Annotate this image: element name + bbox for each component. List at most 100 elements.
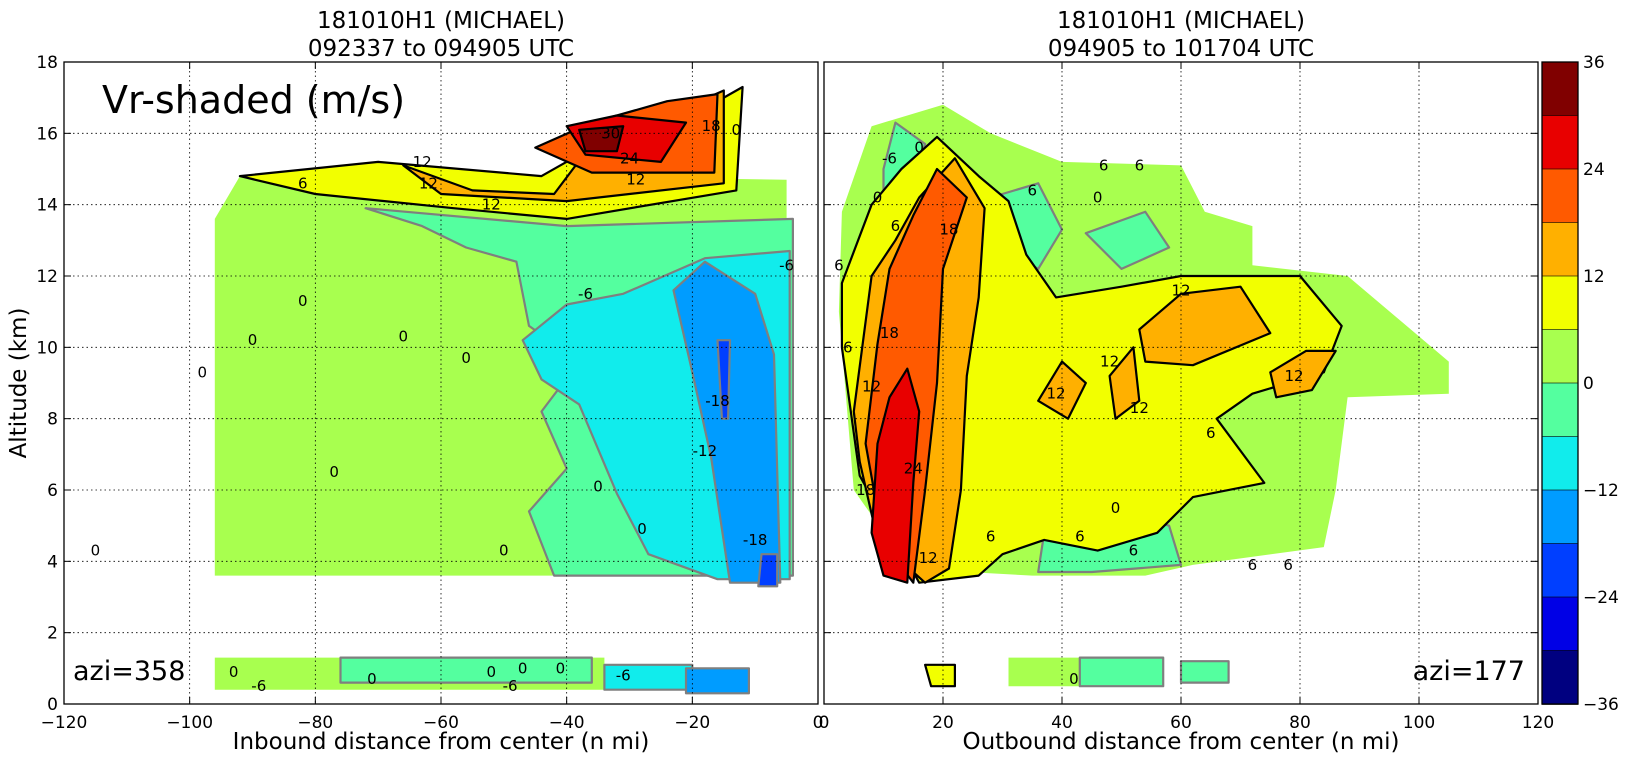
outbound-azimuth-label: azi=177 xyxy=(1413,656,1525,687)
colorbar-segment xyxy=(1541,115,1579,170)
inbound-velocity-field xyxy=(214,85,795,695)
inbound-contour-label: 0 xyxy=(461,349,471,367)
colorbar-segment xyxy=(1541,543,1579,598)
outbound-contour-label: 0 xyxy=(1093,189,1103,207)
inbound-contour-label: -12 xyxy=(693,442,718,460)
inbound-contour-label: 0 xyxy=(367,670,377,688)
colorbar-segment xyxy=(1541,436,1579,491)
inbound-contour-label: -18 xyxy=(743,531,768,549)
colorbar-tick-label: 24 xyxy=(1583,160,1605,180)
inbound-contour-label: -6 xyxy=(251,677,266,695)
inbound-contour-label: 0 xyxy=(518,659,528,677)
outbound-contour-label: 6 xyxy=(843,338,853,356)
inbound-contour-label: 12 xyxy=(626,171,645,189)
inbound-x-tick-label: 0 xyxy=(813,713,824,733)
colorbar-tick-label: 0 xyxy=(1583,374,1594,394)
inbound-contour-label: -6 xyxy=(616,666,631,684)
inbound-region--24 xyxy=(757,553,779,588)
inbound-contour-label: 18 xyxy=(702,117,721,135)
inbound-x-axis-label: Inbound distance from center (n mi) xyxy=(233,729,650,755)
outbound-region-12 xyxy=(1138,285,1272,367)
outbound-grid xyxy=(824,62,1538,704)
outbound-contour-label: 24 xyxy=(904,460,923,478)
outbound-contour-label: 6 xyxy=(1129,542,1139,560)
outbound-contour-label: 6 xyxy=(1027,181,1037,199)
outbound-contour-label: 12 xyxy=(862,378,881,396)
colorbar-segment xyxy=(1541,650,1579,705)
outbound-region--6 xyxy=(1084,210,1171,270)
outbound-x-tick-label: 120 xyxy=(1522,713,1554,733)
outbound-subtitle: 094905 to 101704 UTC xyxy=(1048,36,1314,62)
inbound-contour-label: 0 xyxy=(197,363,207,381)
colorbar-tick-label: −12 xyxy=(1583,481,1619,501)
outbound-contour-label: 0 xyxy=(873,189,883,207)
panel-label-vr-shaded: Vr-shaded (m/s) xyxy=(102,78,405,122)
outbound-contour-label: 0 xyxy=(914,139,924,157)
outbound-contour-label: 6 xyxy=(834,256,844,274)
inbound-contour-label: 24 xyxy=(620,149,639,167)
outbound-contour-label: 6 xyxy=(1135,156,1145,174)
outbound-contour-label: 6 xyxy=(1248,556,1258,574)
outbound-region--6 xyxy=(1179,660,1230,684)
inbound-x-tick-label: −80 xyxy=(297,713,333,733)
outbound-contour-label: 18 xyxy=(880,324,899,342)
outbound-x-tick-label: 100 xyxy=(1403,713,1435,733)
colorbar-segment xyxy=(1541,61,1579,117)
colorbar-tick-label: −24 xyxy=(1583,588,1619,608)
inbound-region-30 xyxy=(578,125,625,153)
colorbar-tick-label: −36 xyxy=(1583,695,1619,715)
outbound-contour-label: 12 xyxy=(1130,399,1149,417)
outbound-x-ticks: 0 20 40 60 80 100 120 xyxy=(819,61,1554,733)
outbound-x-axis-label: Outbound distance from center (n mi) xyxy=(963,729,1400,755)
outbound-velocity-field xyxy=(838,104,1449,688)
inbound-x-tick-label: −120 xyxy=(41,713,88,733)
inbound-contour-label: 0 xyxy=(499,542,509,560)
outbound-x-tick-label: 40 xyxy=(1051,713,1073,733)
outbound-contour-label: 6 xyxy=(1099,156,1109,174)
colorbar-segment xyxy=(1541,329,1579,384)
outbound-contour-label: 0 xyxy=(1069,670,1079,688)
outbound-title: 181010H1 (MICHAEL) xyxy=(1057,8,1305,34)
outbound-contour-label: 6 xyxy=(986,527,996,545)
inbound-contour-label: 0 xyxy=(91,542,101,560)
inbound-title: 181010H1 (MICHAEL) xyxy=(317,8,565,34)
inbound-x-tick-label: −20 xyxy=(674,713,710,733)
inbound-x-tick-label: −40 xyxy=(549,713,585,733)
inbound-region--6 xyxy=(339,656,593,684)
inbound-region--12 xyxy=(603,663,694,691)
inbound-contour-label: 12 xyxy=(413,153,432,171)
y-tick-label: 2 xyxy=(47,624,58,644)
colorbar-tick-label: 12 xyxy=(1583,267,1605,287)
inbound-contour-label: 0 xyxy=(556,659,566,677)
y-tick-label: 16 xyxy=(36,124,58,144)
outbound-x-tick-label: 20 xyxy=(932,713,954,733)
colorbar-segment xyxy=(1541,489,1579,545)
inbound-x-ticks: −120 −100 −80 −60 −40 −20 0 xyxy=(41,62,824,733)
inbound-contour-label: 0 xyxy=(399,328,409,346)
inbound-contour-label: 0 xyxy=(248,331,258,349)
inbound-x-tick-label: −60 xyxy=(423,713,459,733)
outbound-contour-label: 12 xyxy=(1100,353,1119,371)
inbound-contour-label: -6 xyxy=(779,256,794,274)
inbound-contour-label: 0 xyxy=(298,292,308,310)
inbound-contour-label: 0 xyxy=(229,663,239,681)
colorbar: 36 24 12 0 −12 −24 −36 xyxy=(1541,53,1619,715)
y-tick-label: 14 xyxy=(36,196,58,216)
outbound-x-tick-label: 0 xyxy=(819,713,830,733)
outbound-region-12 xyxy=(1108,346,1141,420)
outbound-region-6 xyxy=(923,663,957,688)
outbound-contour-label: -6 xyxy=(882,149,897,167)
inbound-contour-label: -6 xyxy=(503,677,518,695)
inbound-contour-label: 0 xyxy=(637,520,647,538)
y-tick-label: 6 xyxy=(47,481,58,501)
inbound-subtitle: 092337 to 094905 UTC xyxy=(308,36,574,62)
inbound-contour-label: -18 xyxy=(705,392,730,410)
y-tick-label: 0 xyxy=(47,695,58,715)
y-tick-label: 10 xyxy=(36,338,58,358)
inbound-region--18 xyxy=(684,667,751,695)
colorbar-segment xyxy=(1541,222,1579,277)
